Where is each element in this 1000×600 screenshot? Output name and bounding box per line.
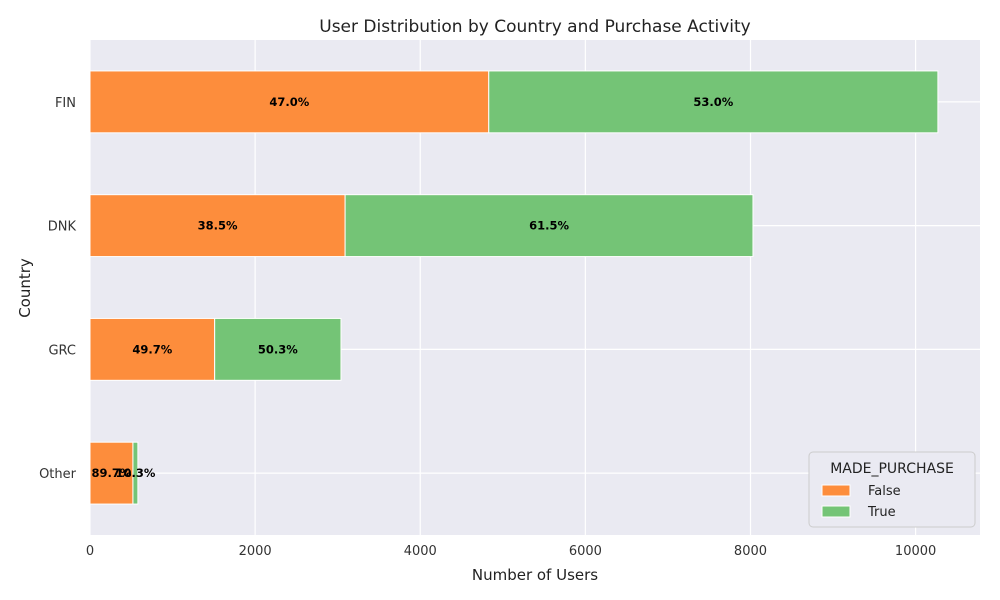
y-tick-label: DNK <box>48 220 77 235</box>
bar-segment <box>89 70 490 134</box>
x-tick-label: 4000 <box>404 544 437 559</box>
legend-label: True <box>867 505 896 520</box>
y-ticks: FIN DNK GRC Other <box>39 96 77 482</box>
bar-segment <box>488 70 939 134</box>
bar-data-label: 10.3% <box>115 466 155 480</box>
legend-label: False <box>868 484 901 499</box>
y-tick-label: GRC <box>48 343 76 358</box>
bar-segment <box>344 194 754 258</box>
legend-items: False True <box>821 484 901 520</box>
bar-data-label: 89.7% <box>92 466 132 480</box>
y-axis-label: Country <box>16 258 34 318</box>
x-tick-label: 10000 <box>895 544 936 559</box>
bars <box>89 70 939 505</box>
bar-data-label: 38.5% <box>198 219 238 233</box>
bar-data-label: 49.7% <box>132 342 172 356</box>
legend-swatch <box>821 505 851 518</box>
bar-segment <box>214 317 342 381</box>
y-tick-label: Other <box>39 467 77 482</box>
legend: MADE_PURCHASE False True <box>808 451 976 528</box>
bar-segment <box>132 441 139 505</box>
x-ticks: 0 2000 4000 6000 8000 10000 <box>86 544 936 559</box>
chart-title: User Distribution by Country and Purchas… <box>319 17 751 37</box>
x-tick-label: 0 <box>86 544 94 559</box>
legend-swatch <box>821 484 851 497</box>
x-tick-label: 8000 <box>734 544 767 559</box>
legend-title: MADE_PURCHASE <box>830 461 954 477</box>
x-tick-label: 6000 <box>569 544 602 559</box>
bar-data-label: 53.0% <box>693 95 733 109</box>
x-tick-label: 2000 <box>239 544 272 559</box>
bar-segment <box>89 317 216 381</box>
bar-segment <box>89 441 134 505</box>
bar-labels: 47.0% 53.0% 38.5% 61.5% 49.7% 50.3% 89.7%10.3% <box>92 95 734 480</box>
x-axis-label: Number of Users <box>472 566 598 584</box>
y-tick-label: FIN <box>55 96 76 111</box>
bar-segment <box>89 194 346 258</box>
bar-data-label: 50.3% <box>258 342 298 356</box>
bar-data-label: 61.5% <box>529 219 569 233</box>
bar-data-label: 47.0% <box>269 95 309 109</box>
